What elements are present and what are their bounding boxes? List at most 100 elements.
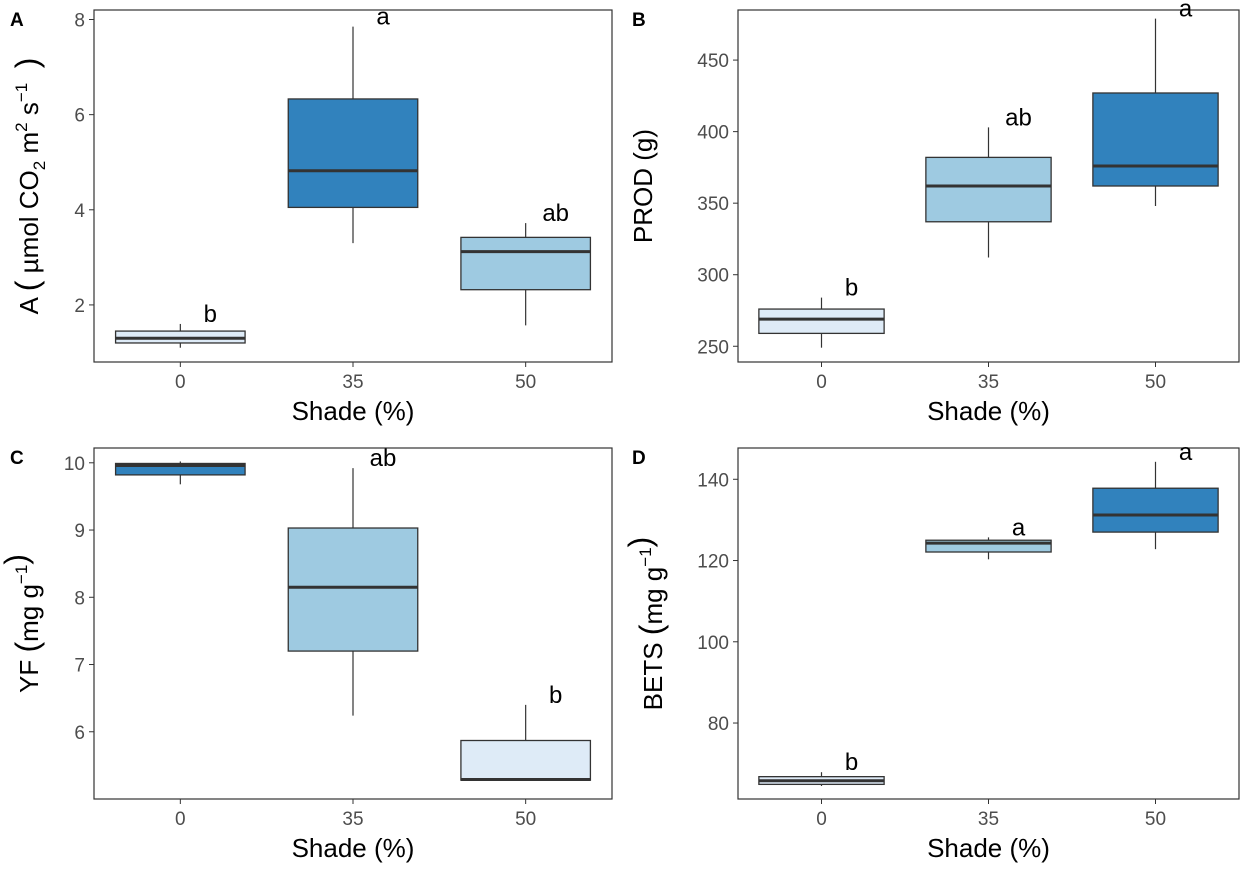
- y-axis-title: BETS (mg g−1): [622, 537, 669, 711]
- y-tick-label: 10: [64, 454, 85, 475]
- panel-letter: C: [10, 448, 24, 469]
- spacer: [14, 115, 44, 122]
- y-title-paren: (: [9, 642, 45, 653]
- box-body: [925, 156, 1052, 223]
- x-tick-label: 50: [1145, 372, 1166, 393]
- panel-letter: A: [10, 10, 24, 31]
- box-0: b: [758, 275, 885, 348]
- x-tick-label: 35: [342, 372, 363, 393]
- box-50: a: [1092, 0, 1219, 207]
- y-tick-label: 8: [74, 11, 85, 32]
- y-tick-label: 450: [697, 51, 729, 72]
- significance-label: a: [1179, 439, 1193, 466]
- x-tick-label: 0: [175, 809, 186, 830]
- y-title-unit: µmol CO: [14, 170, 44, 273]
- y-title-subscript: 2: [30, 161, 49, 170]
- box-35: a: [287, 4, 419, 244]
- y-title-paren: ): [0, 554, 34, 565]
- y-title-superscript: −1: [12, 83, 31, 102]
- x-tick-label: 0: [816, 809, 827, 830]
- panel-letter: B: [632, 10, 646, 31]
- box-body: [287, 527, 419, 652]
- y-title-main: BETS: [638, 642, 668, 710]
- x-tick-label: 50: [515, 372, 536, 393]
- y-tick-label: 140: [697, 470, 729, 491]
- x-tick-label: 0: [175, 372, 186, 393]
- y-title-paren: ): [9, 58, 45, 69]
- box-body: [460, 236, 592, 291]
- y-title-unit: s: [14, 102, 44, 115]
- y-tick-label: 6: [74, 723, 85, 744]
- y-title-main: YF: [14, 660, 44, 693]
- box-0: b: [758, 749, 885, 786]
- box-body: [925, 539, 1052, 553]
- significance-label: a: [376, 4, 390, 31]
- y-title-paren: (: [633, 624, 669, 635]
- y-title-paren: (: [9, 280, 45, 291]
- y-title-unit: mg g: [14, 584, 44, 642]
- y-tick-label: 6: [74, 106, 85, 127]
- box-50: ab: [460, 200, 592, 326]
- significance-label: a: [1179, 0, 1193, 23]
- y-tick-label: 9: [74, 521, 85, 542]
- box-0: b: [114, 301, 246, 348]
- y-tick-label: 400: [697, 123, 729, 144]
- y-title-unit: m: [14, 132, 44, 154]
- box-35: ab: [925, 104, 1052, 258]
- y-tick-label: 300: [697, 266, 729, 287]
- panel-letter: D: [632, 448, 646, 469]
- panel-b: B 250 300 350 400 450 0 35 50 Shade (%) PROD (g) b a…: [628, 0, 1240, 426]
- box-body: [287, 98, 419, 209]
- spacer: [14, 68, 44, 82]
- x-axis-title: Shade (%): [927, 833, 1050, 863]
- y-tick-label: 2: [74, 296, 85, 317]
- x-tick-label: 0: [816, 372, 827, 393]
- significance-label: b: [549, 682, 562, 709]
- y-axis-title: YF (mg g−1): [0, 554, 45, 693]
- significance-label: ab: [542, 200, 569, 227]
- box-0: [114, 461, 246, 485]
- y-tick-label: 4: [74, 201, 85, 222]
- y-tick-label: 350: [697, 194, 729, 215]
- y-axis-title: A ( µmol CO2 m2 s−1 ): [9, 58, 49, 315]
- box-body: [758, 308, 885, 335]
- box-body: [114, 462, 246, 476]
- y-title-paren: ): [622, 537, 658, 548]
- x-tick-label: 50: [1145, 809, 1166, 830]
- box-50: a: [1092, 439, 1219, 550]
- x-tick-label: 50: [515, 809, 536, 830]
- y-tick-label: 100: [697, 633, 729, 654]
- box-50: b: [460, 682, 592, 781]
- y-tick-label: 250: [697, 337, 729, 358]
- y-title-unit: mg g: [638, 567, 668, 625]
- y-tick-label: 8: [74, 588, 85, 609]
- significance-label: ab: [370, 445, 397, 472]
- significance-label: ab: [1005, 104, 1032, 131]
- panel-c: C 6 7 8 9 10 0 35 50 Shade (%) YF (mg g−1) ab b: [0, 445, 613, 863]
- box-body: [460, 739, 592, 781]
- x-tick-label: 35: [978, 809, 999, 830]
- spacer: [14, 154, 44, 161]
- box-body: [1092, 487, 1219, 533]
- significance-label: b: [204, 301, 217, 328]
- panel-d: D 80 100 120 140 0 35 50 Shade (%) BETS (mg g−1) b…: [622, 439, 1240, 863]
- y-tick-label: 7: [74, 656, 85, 677]
- y-title-main: A: [14, 296, 44, 314]
- significance-label: b: [845, 749, 858, 776]
- y-tick-label: 120: [697, 552, 729, 573]
- significance-label: a: [1012, 514, 1026, 541]
- y-title-superscript: 2: [12, 122, 31, 131]
- box-35: a: [925, 514, 1052, 560]
- x-axis-title: Shade (%): [927, 396, 1050, 426]
- x-tick-label: 35: [342, 809, 363, 830]
- y-title-superscript: −1: [12, 565, 31, 584]
- x-tick-label: 35: [978, 372, 999, 393]
- y-tick-label: 80: [708, 714, 729, 735]
- y-axis-title: PROD (g): [628, 129, 658, 243]
- box-body: [1092, 92, 1219, 187]
- x-axis-title: Shade (%): [292, 833, 415, 863]
- box-35: ab: [287, 445, 419, 716]
- significance-label: b: [845, 275, 858, 302]
